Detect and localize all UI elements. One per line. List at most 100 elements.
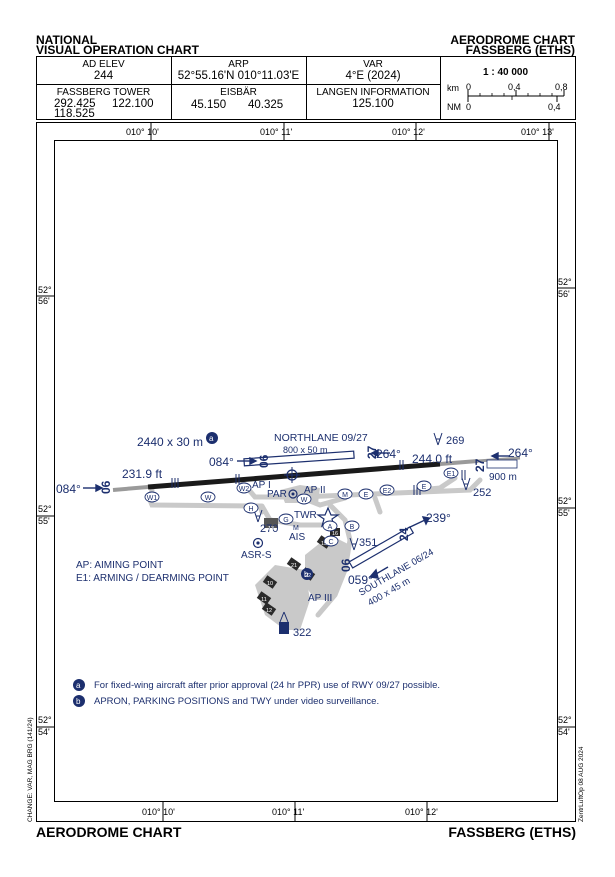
lat-tick-left: 52°	[38, 504, 52, 514]
lat-tick-left: 55'	[38, 516, 50, 526]
aiming-point-1: AP I	[252, 480, 271, 491]
scale-bar	[467, 90, 565, 102]
arming-area	[486, 459, 518, 469]
building-13-label: 13	[268, 526, 274, 532]
scale-nm-0: 0	[466, 102, 472, 112]
stand-12-label: 12	[266, 608, 272, 614]
tower-freq-1: 292.425	[54, 98, 96, 110]
info-table-divider	[440, 56, 441, 120]
info-table-divider	[306, 56, 307, 120]
apron-b	[305, 535, 350, 600]
aiming-point-2: AP II	[304, 485, 326, 496]
stand-10-label: 10	[267, 581, 273, 587]
twy-label-w2: W2	[239, 486, 250, 493]
lat-tick-left: 52°	[38, 715, 52, 725]
twy-label-c: C	[328, 539, 333, 546]
taxiway-b	[327, 502, 353, 543]
info-table-divider	[171, 56, 172, 120]
asr-label: ASR-S	[241, 550, 272, 561]
eisbar-freq-2: 40.325	[248, 99, 284, 111]
ais-marker: M	[293, 525, 299, 532]
asr-radar-icon	[252, 537, 264, 549]
windsock-252-icon	[461, 477, 471, 491]
ad-elev-label: AD ELEV	[82, 59, 125, 70]
lon-tick-bottom: 010° 12'	[405, 807, 438, 817]
twy-label-e-east: E	[422, 484, 427, 491]
twy-label-h: H	[248, 506, 253, 513]
heading-322: 322	[293, 627, 311, 639]
southlane-outline	[348, 526, 415, 569]
heading-084-west: 084°	[56, 482, 81, 496]
stand-22-label: 22	[305, 573, 311, 579]
heading-264-mid: 264°	[376, 447, 401, 461]
lat-tick-left: 56'	[38, 296, 50, 306]
lat-tick-right: 52°	[558, 496, 572, 506]
rwy-designator-06-south: 06	[339, 558, 353, 572]
lat-tick-right: 55'	[558, 508, 570, 518]
badge-b-marker	[301, 568, 313, 580]
scale-km-04: 0,4	[508, 82, 521, 92]
tower-freq-3: 118.525	[54, 108, 95, 120]
runway-overrun-east	[439, 459, 479, 466]
eisbar-label: EISBÄR	[220, 87, 257, 98]
twy-label-g: G	[283, 517, 288, 524]
scale-km-0: 0	[466, 82, 472, 92]
aiming-point-3: AP III	[308, 593, 332, 604]
heading-264-east: 264°	[508, 446, 533, 460]
stand-21-label: 21	[291, 563, 297, 569]
twy-label-w: W	[205, 495, 212, 502]
rwy-designator-27-north: 27	[365, 445, 379, 459]
heading-270: 270	[260, 523, 278, 535]
northlane-dims: 800 x 50 m	[283, 445, 328, 455]
parking-stand	[286, 557, 302, 571]
threshold-elev-east: 244.0 ft	[412, 452, 453, 466]
footer-title-left: AERODROME CHART	[36, 824, 182, 840]
lat-tick-right: 56'	[558, 289, 570, 299]
parking-stand	[261, 602, 277, 616]
runway-dimensions: 2440 x 30 m	[137, 435, 203, 449]
parking-stand	[256, 591, 272, 605]
runway-overrun-west	[112, 485, 149, 492]
twy-label-e2: E2	[383, 488, 392, 495]
twy-label-w-twr: W	[301, 497, 308, 504]
lat-tick-right: 54'	[558, 727, 570, 737]
header-right-line2: FASSBERG (ETHS)	[465, 43, 575, 57]
badge-b-letter: b	[304, 570, 309, 579]
langen-label: LANGEN INFORMATION	[316, 87, 430, 98]
approach-arrows	[83, 448, 510, 579]
note-b-letter: b	[76, 697, 81, 706]
windsock-351-icon	[349, 537, 359, 551]
lon-tick-bottom: 010° 10'	[142, 807, 175, 817]
ad-elev-value: 244	[93, 70, 114, 82]
scale-nm-label: NM	[447, 102, 461, 112]
header-left-line1: NATIONAL	[36, 33, 98, 47]
heliport-322-icon	[279, 611, 289, 634]
arp-symbol-icon	[284, 467, 300, 483]
heading-239: 239°	[426, 511, 451, 525]
stand-15-label: 15	[321, 541, 327, 547]
twy-label-e1: E1	[447, 471, 456, 478]
legend-aiming-point: AP: AIMING POINT	[76, 560, 163, 571]
parking-stand	[330, 528, 340, 536]
header-right-line1: AERODROME CHART	[450, 33, 575, 47]
heading-084-mid: 084°	[209, 455, 234, 469]
lat-tick-left: 54'	[38, 727, 50, 737]
tower-freq-2: 122.100	[112, 98, 154, 110]
badge-a-letter: a	[209, 434, 214, 443]
scale-km-label: km	[447, 83, 459, 93]
badge-a-marker	[206, 432, 218, 444]
par-icon	[288, 489, 298, 499]
footer-title-right: FASSBERG (ETHS)	[448, 824, 576, 840]
heading-252: 252	[473, 487, 491, 499]
side-text-left: CHANGE: VAR, MAG BRG (141/24)	[27, 717, 34, 822]
lon-tick-top: 010° 13'	[521, 127, 554, 137]
lat-tick-left: 52°	[38, 285, 52, 295]
twy-label-e: E	[364, 492, 369, 499]
northlane-outline	[243, 450, 355, 467]
rwy-designator-06-north: 06	[257, 454, 271, 468]
eisbar-freq-1: 45.150	[191, 99, 227, 111]
heading-269: 269	[446, 435, 464, 447]
header-left-line2: VISUAL OPERATION CHART	[36, 43, 199, 57]
